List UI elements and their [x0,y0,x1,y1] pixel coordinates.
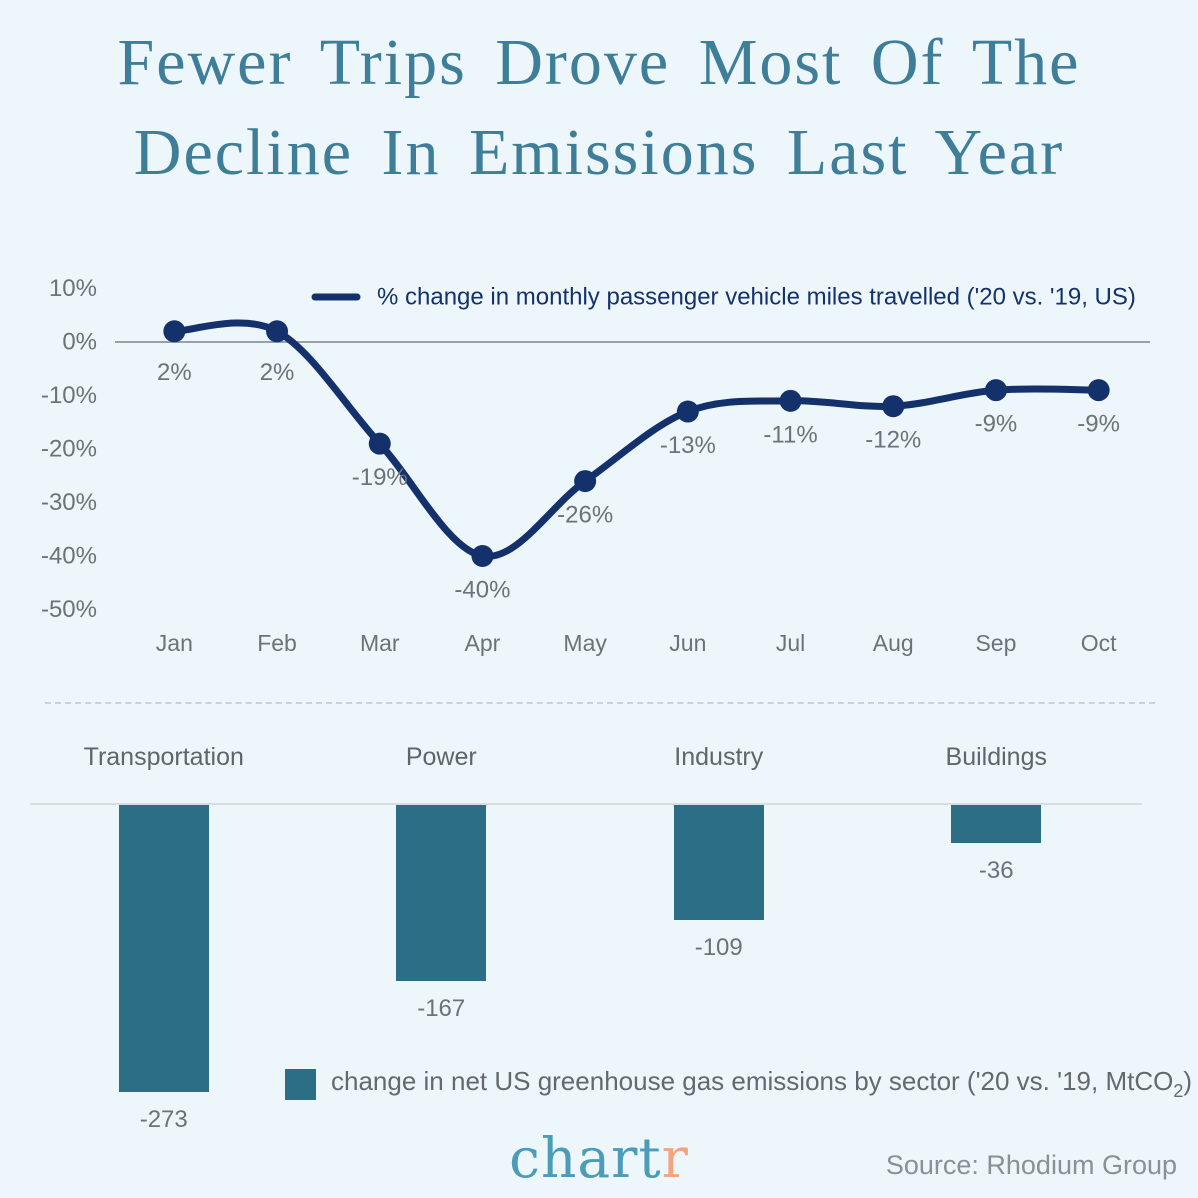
bar-legend-label: change in net US greenhouse gas emission… [331,1066,1192,1102]
data-label: -40% [454,577,510,604]
data-point [676,400,699,423]
data-point [163,320,186,343]
data-point [984,379,1007,402]
bar-value-label: -167 [417,995,466,1022]
data-label: -26% [557,502,613,529]
page-title: Fewer Trips Drove Most Of The Decline In… [0,18,1198,198]
x-tick-label: Jun [669,630,706,656]
bar-buildings [951,805,1042,843]
y-tick-label: -30% [41,489,97,516]
bar-category-label: Transportation [83,743,244,771]
bar-transportation [118,805,209,1092]
bar-category-label: Industry [674,743,764,771]
data-label: -11% [763,421,817,448]
x-tick-label: Aug [873,630,914,656]
x-tick-label: Sep [975,630,1016,656]
data-point [471,545,494,567]
bar-legend: change in net US greenhouse gas emission… [285,1066,1192,1102]
bar-column-power: Power -167 [303,733,581,1134]
data-point [574,470,597,493]
line-chart: 10% 0% -10% -20% -30% -40% -50% Jan Feb Mar Apr May… [41,275,1150,656]
logo-part-chart: chart [509,1126,662,1190]
y-tick-label: 10% [49,275,97,302]
data-point [1087,379,1110,402]
data-label: 2% [260,359,295,386]
y-tick-label: -50% [41,596,97,623]
bar-chart-baseline [30,803,1142,805]
x-tick-label: May [563,630,607,656]
x-tick-label: Feb [257,630,297,656]
bar-column-buildings: Buildings -36 [858,733,1136,1134]
data-label: -12% [865,427,921,454]
bar-legend-suffix: ) [1183,1066,1193,1096]
chartr-logo: chartr [0,1126,1198,1190]
title-line-1: Fewer Trips Drove Most Of The [117,26,1081,99]
y-tick-label: -40% [41,543,97,570]
y-tick-label: 0% [62,329,97,356]
bar-value-label: -109 [694,934,743,961]
dashed-divider [45,702,1155,704]
bar-column-industry: Industry -109 [580,733,858,1134]
bar-industry [673,805,764,920]
data-point [266,320,289,343]
logo-part-r: r [661,1126,689,1190]
bar-category-label: Buildings [945,743,1047,771]
data-label: -9% [975,411,1018,438]
bar-legend-swatch [285,1068,316,1100]
sector-bar-chart: Transportation -273 Power -167 Industry … [25,733,1135,1134]
series-line [170,319,1103,560]
data-label: -19% [352,464,408,491]
bar-category-label: Power [405,743,477,771]
bar-power [396,805,487,981]
data-point [368,432,391,455]
data-point [882,395,905,418]
data-label: -9% [1077,411,1120,438]
source-credit: Source: Rhodium Group [885,1150,1177,1180]
y-tick-label: -10% [41,382,97,409]
x-tick-label: Mar [360,630,400,656]
x-tick-label: Oct [1081,630,1117,656]
y-tick-label: -20% [41,436,97,463]
x-tick-label: Apr [465,630,501,656]
bar-legend-text: change in net US greenhouse gas emission… [331,1066,1174,1096]
line-legend-label: % change in monthly passenger vehicle mi… [377,284,1136,311]
data-label: 2% [157,359,192,386]
x-tick-label: Jan [156,630,193,656]
bar-legend-subscript: 2 [1173,1081,1184,1101]
data-label: -13% [660,432,716,459]
data-point [779,389,802,412]
bar-value-label: -36 [978,857,1014,884]
title-line-2: Decline In Emissions Last Year [133,116,1065,189]
bar-value-label: -273 [139,1106,188,1133]
x-tick-label: Jul [776,630,805,656]
bar-column-transportation: Transportation -273 [25,733,303,1134]
